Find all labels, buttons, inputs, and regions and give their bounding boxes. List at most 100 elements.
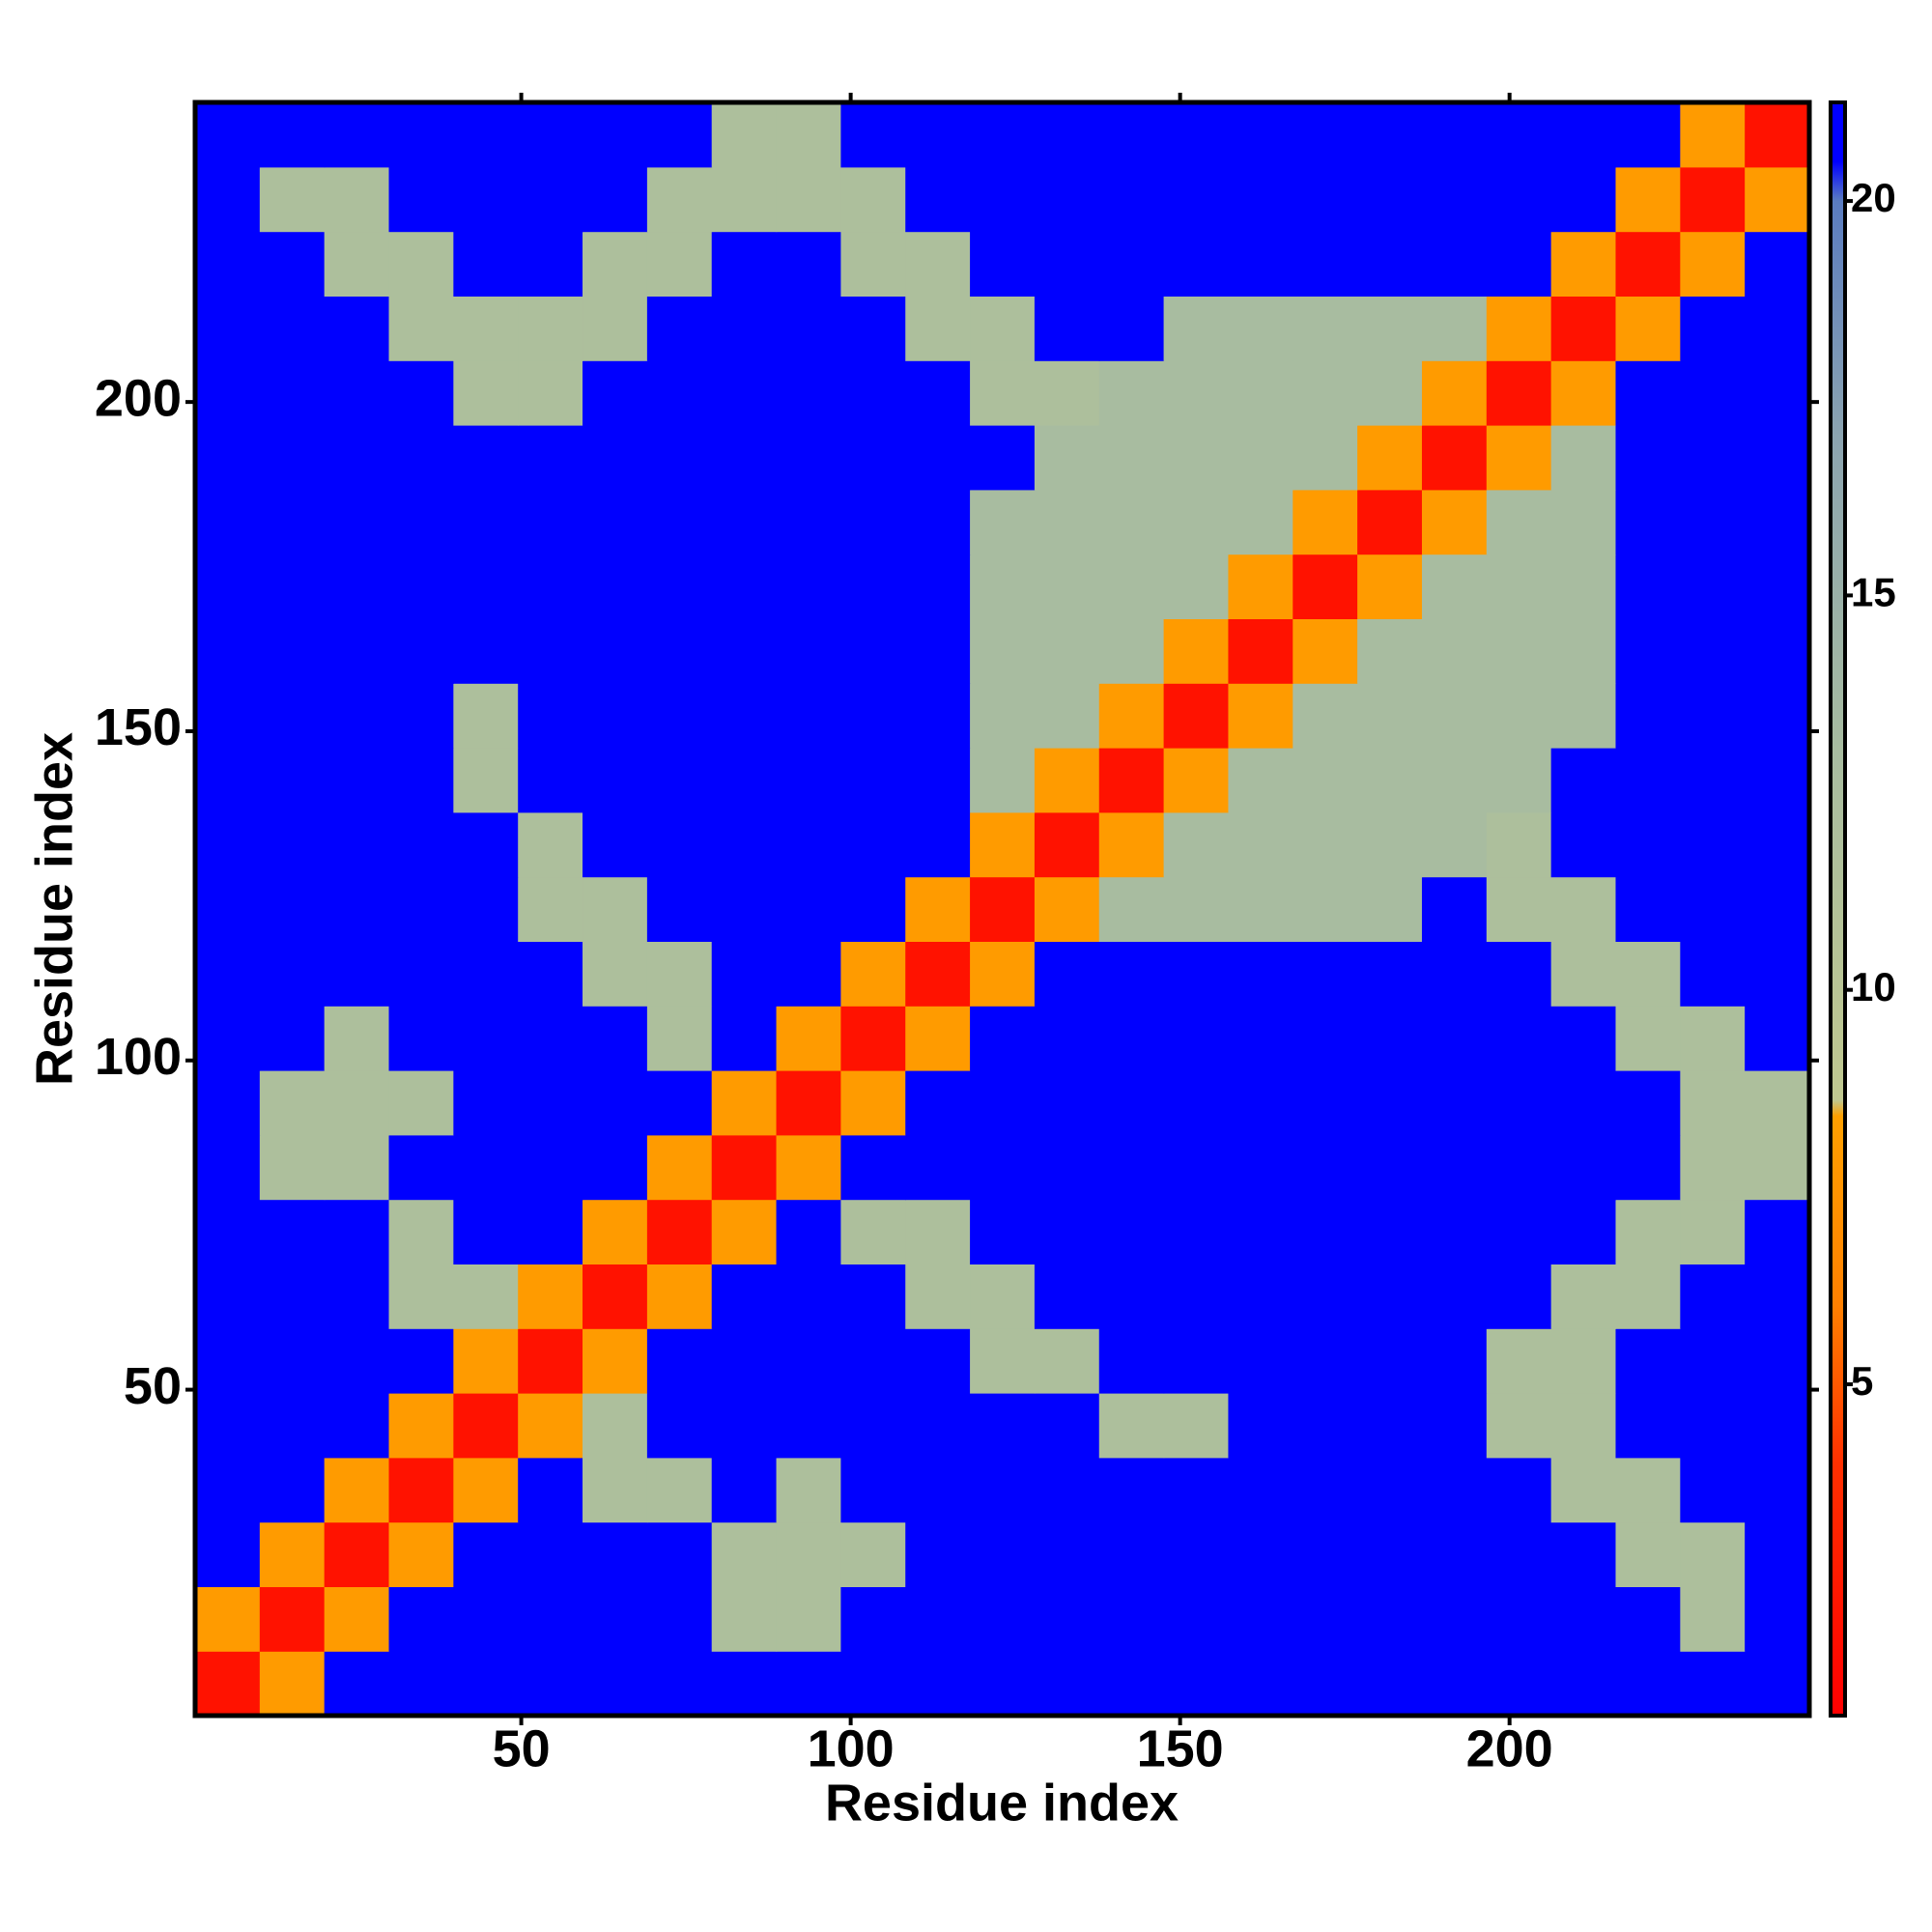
cell: [259, 1586, 326, 1652]
cell: [582, 683, 648, 749]
cell: [646, 1199, 713, 1264]
cell: [905, 1521, 971, 1587]
cell: [453, 1457, 519, 1523]
cell: [1163, 811, 1230, 878]
cell: [388, 1264, 454, 1329]
cell: [1357, 1651, 1423, 1717]
cell: [388, 618, 454, 684]
cell: [711, 296, 778, 361]
cell: [324, 683, 390, 749]
cell: [1357, 1070, 1423, 1136]
cell: [195, 941, 261, 1007]
cell: [1357, 876, 1423, 942]
cell: [1098, 489, 1165, 555]
cell: [1550, 554, 1617, 619]
cell: [1421, 811, 1488, 878]
cell: [1228, 1328, 1293, 1394]
cell: [1421, 1651, 1488, 1717]
cell: [1228, 876, 1293, 942]
cell: [1421, 360, 1488, 426]
cell: [1550, 876, 1617, 942]
cell: [970, 941, 1036, 1007]
cell: [1421, 1134, 1488, 1201]
cell: [1680, 1393, 1746, 1459]
cell: [1745, 296, 1810, 361]
cell: [453, 360, 519, 426]
cell: [1421, 1457, 1488, 1523]
cell: [1293, 941, 1358, 1007]
cell: [840, 876, 906, 942]
cell: [970, 166, 1036, 233]
cell: [1550, 1393, 1617, 1459]
cell: [1615, 554, 1681, 619]
cell: [518, 1134, 583, 1201]
cell: [1486, 360, 1552, 426]
cell: [1293, 876, 1358, 942]
cell: [1228, 1651, 1293, 1717]
cell: [1098, 554, 1165, 619]
cell: [1680, 941, 1746, 1007]
cell: [905, 1393, 971, 1459]
cell: [582, 748, 648, 813]
cell: [1421, 1070, 1488, 1136]
cell: [1228, 1586, 1293, 1652]
cell: [195, 1651, 261, 1717]
cell: [518, 1457, 583, 1523]
cell: [324, 1199, 390, 1264]
cell: [1357, 360, 1423, 426]
cell: [1550, 1134, 1617, 1201]
cell: [518, 1586, 583, 1652]
cell: [1680, 1328, 1746, 1394]
cell: [905, 941, 971, 1007]
cell: [970, 683, 1036, 749]
cell: [1034, 618, 1100, 684]
cell: [1163, 166, 1230, 233]
cell: [1034, 1070, 1100, 1136]
cell: [1228, 296, 1293, 361]
colorbar: [1829, 100, 1847, 1718]
cell: [259, 618, 326, 684]
cell: [324, 748, 390, 813]
cell: [324, 941, 390, 1007]
cell: [1034, 360, 1100, 426]
cell: [195, 876, 261, 942]
cell: [1163, 296, 1230, 361]
cell: [646, 941, 713, 1007]
cell: [1098, 1328, 1165, 1394]
cell: [1615, 296, 1681, 361]
colorbar-tick-label: 20: [1851, 175, 1896, 220]
cell: [453, 231, 519, 297]
cell: [1163, 1328, 1230, 1394]
cell: [1034, 1006, 1100, 1071]
cell: [1745, 489, 1810, 555]
cell: [1034, 1521, 1100, 1587]
cell: [1745, 941, 1810, 1007]
cell: [970, 1199, 1036, 1264]
cell: [1228, 166, 1293, 233]
cell: [840, 1586, 906, 1652]
cell: [453, 296, 519, 361]
cell: [324, 360, 390, 426]
cell: [1034, 102, 1100, 168]
cell: [776, 1457, 841, 1523]
cell: [776, 1328, 841, 1394]
cell: [1228, 1457, 1293, 1523]
cell: [711, 811, 778, 878]
cell: [1034, 231, 1100, 297]
cell: [646, 1328, 713, 1394]
cell: [1163, 618, 1230, 684]
cell: [1098, 166, 1165, 233]
cell: [970, 1651, 1036, 1717]
cell: [1293, 1328, 1358, 1394]
cell: [388, 1651, 454, 1717]
cell: [1293, 166, 1358, 233]
cell: [1357, 296, 1423, 361]
cell: [324, 1070, 390, 1136]
cell: [646, 748, 713, 813]
cell: [1680, 1457, 1746, 1523]
cell: [840, 1199, 906, 1264]
cell: [711, 1006, 778, 1071]
cell: [840, 1651, 906, 1717]
cell: [518, 941, 583, 1007]
cell: [1486, 1328, 1552, 1394]
